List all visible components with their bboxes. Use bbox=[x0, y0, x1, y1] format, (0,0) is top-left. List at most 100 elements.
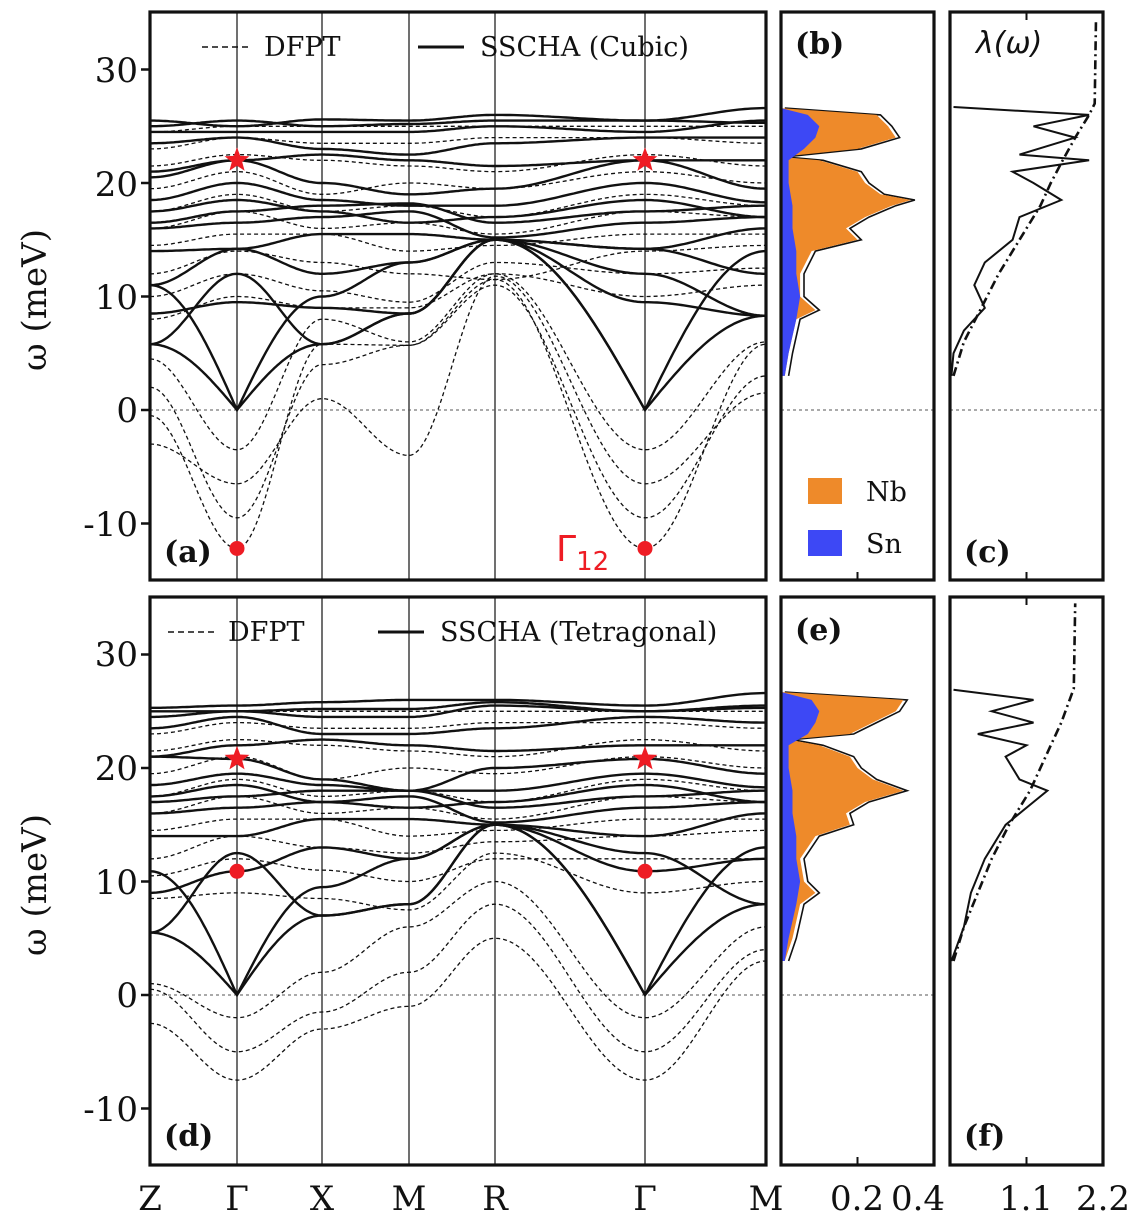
star-marker-d-0 bbox=[224, 745, 250, 770]
ticks-c bbox=[1025, 12, 1104, 580]
legend-dfpt-label-a: DFPT bbox=[264, 32, 341, 63]
legend-sscha-label-d: SSCHA (Tetragonal) bbox=[440, 617, 717, 648]
ytick-label-m10-a: -10 bbox=[83, 505, 138, 545]
sscha-band-d-10 bbox=[150, 691, 766, 709]
sscha-band-a-5 bbox=[150, 181, 766, 207]
frame-f bbox=[948, 595, 1105, 1167]
sscha-band-a-9 bbox=[150, 119, 766, 134]
star-marker-d-1 bbox=[632, 745, 658, 770]
panel-c: λ(ω) (c) bbox=[948, 10, 1105, 582]
panel-label-b: (b) bbox=[795, 27, 844, 62]
kpoint-label-Gamma-2: Γ bbox=[633, 1179, 657, 1219]
legend-sn-swatch bbox=[808, 530, 842, 556]
dfpt-band-d-7 bbox=[150, 738, 766, 758]
dos-sn-area-e bbox=[781, 692, 820, 961]
markers-d bbox=[224, 745, 658, 879]
panel-label-a: (a) bbox=[164, 535, 212, 570]
sscha-band-d-1 bbox=[150, 812, 766, 838]
legend-sscha-label-a: SSCHA (Cubic) bbox=[480, 32, 689, 63]
sscha-band-a-2 bbox=[150, 210, 766, 239]
dos-total-b bbox=[784, 107, 916, 377]
dos-tick-label-0.2: 0.2 bbox=[830, 1179, 884, 1219]
a2f-curve-c bbox=[950, 106, 1090, 376]
kpoint-label-R: R bbox=[482, 1179, 509, 1219]
ytick-label-30-a: 30 bbox=[95, 51, 138, 91]
dfpt-band-d-3 bbox=[150, 818, 766, 837]
legend-dfpt-label-d: DFPT bbox=[228, 617, 305, 648]
sscha-acoustic-a-0 bbox=[150, 238, 766, 413]
sscha-bands-d bbox=[150, 691, 766, 998]
legend-nb-label: Nb bbox=[866, 477, 907, 508]
gamma12-symbol: Γ bbox=[556, 529, 576, 570]
sscha-band-a-11 bbox=[150, 119, 766, 128]
ticks-b bbox=[856, 572, 935, 580]
frame-c bbox=[948, 10, 1105, 582]
ytick-label-0-a: 0 bbox=[116, 391, 138, 431]
circle-marker-a-0 bbox=[229, 540, 245, 556]
sscha-band-d-11 bbox=[150, 701, 766, 713]
lambda-tick-label-2.2: 2.2 bbox=[1076, 1179, 1130, 1219]
ylabel-top-text: ω (meV) bbox=[15, 229, 55, 371]
legend-nb-swatch bbox=[808, 478, 842, 504]
frame-d bbox=[148, 595, 768, 1167]
sscha-bands-a bbox=[150, 106, 766, 413]
yticks-d bbox=[141, 653, 150, 1110]
panel-label-f: (f) bbox=[964, 1119, 1005, 1154]
sscha-band-a-10 bbox=[150, 106, 766, 128]
dos-tick-label-0.4: 0.4 bbox=[891, 1179, 945, 1219]
markers-a bbox=[224, 147, 658, 556]
dfpt-soft-band-a-0 bbox=[150, 278, 766, 550]
ylabel-bottom: ω (meV) bbox=[15, 814, 55, 956]
kpoint-label-M-1: M bbox=[392, 1179, 427, 1219]
panel-label-c: (c) bbox=[964, 535, 1011, 570]
yticks-a bbox=[141, 68, 150, 525]
ticks-e bbox=[856, 1157, 935, 1165]
sscha-band-a-8 bbox=[150, 136, 766, 156]
lambda-curve-c bbox=[952, 18, 1098, 377]
kpoint-label-Gamma-1: Γ bbox=[225, 1179, 249, 1219]
sscha-acoustic-d-0 bbox=[150, 823, 766, 998]
legend-sn-label: Sn bbox=[866, 529, 902, 560]
ticks-f bbox=[1025, 597, 1104, 1165]
sscha-band-d-4 bbox=[150, 783, 766, 809]
ytick-label-0-d: 0 bbox=[116, 976, 138, 1016]
lambda-tick-label-1.1: 1.1 bbox=[999, 1179, 1053, 1219]
sscha-acoustic-d-1 bbox=[150, 823, 766, 998]
dos-total-e bbox=[784, 691, 910, 962]
dos-nb-area-e bbox=[781, 692, 904, 961]
panel-e: (e) bbox=[779, 595, 936, 1167]
kpoint-label-X: X bbox=[310, 1179, 335, 1219]
ytick-label-10-a: 10 bbox=[95, 278, 138, 318]
dfpt-band-d-8 bbox=[150, 721, 766, 735]
gamma12-subscript: 12 bbox=[576, 547, 609, 577]
panel-f: (f) bbox=[948, 595, 1105, 1167]
frame-a bbox=[148, 10, 768, 582]
dfpt-soft-band-d-2 bbox=[150, 880, 766, 1019]
ytick-label-20-d: 20 bbox=[95, 749, 138, 789]
x-axis-labels: Z Γ X M R Γ M 0.2 0.4 1.1 2.2 bbox=[138, 1179, 1130, 1219]
sscha-band-d-8 bbox=[150, 715, 766, 736]
dfpt-bands-a bbox=[150, 125, 766, 550]
circle-marker-d-0 bbox=[229, 863, 245, 879]
gamma12-annotation: Γ12 bbox=[556, 529, 609, 577]
ytick-label-m10-d: -10 bbox=[83, 1090, 138, 1130]
panel-label-e: (e) bbox=[795, 613, 842, 648]
ytick-label-30-d: 30 bbox=[95, 635, 138, 675]
dfpt-soft-band-d-1 bbox=[150, 903, 766, 1053]
panel-label-d: (d) bbox=[164, 1119, 213, 1154]
sscha-band-d-12 bbox=[150, 823, 766, 934]
star-marker-a-1 bbox=[632, 147, 658, 171]
sscha-band-d-7 bbox=[150, 738, 766, 758]
dfpt-bands-d bbox=[150, 710, 766, 1081]
sscha-band-a-3 bbox=[150, 202, 766, 224]
dfpt-soft-band-a-3 bbox=[150, 273, 766, 451]
lambda-curve-f bbox=[952, 603, 1077, 962]
dfpt-soft-band-d-0 bbox=[150, 937, 766, 1081]
dfpt-band-d-0 bbox=[150, 852, 766, 911]
kpoint-gridlines-a bbox=[236, 12, 646, 580]
sscha-band-a-12 bbox=[150, 238, 766, 346]
dos-sn-area-b bbox=[781, 108, 820, 376]
frame-e bbox=[779, 595, 936, 1167]
lambda-title: λ(ω) bbox=[974, 26, 1042, 61]
